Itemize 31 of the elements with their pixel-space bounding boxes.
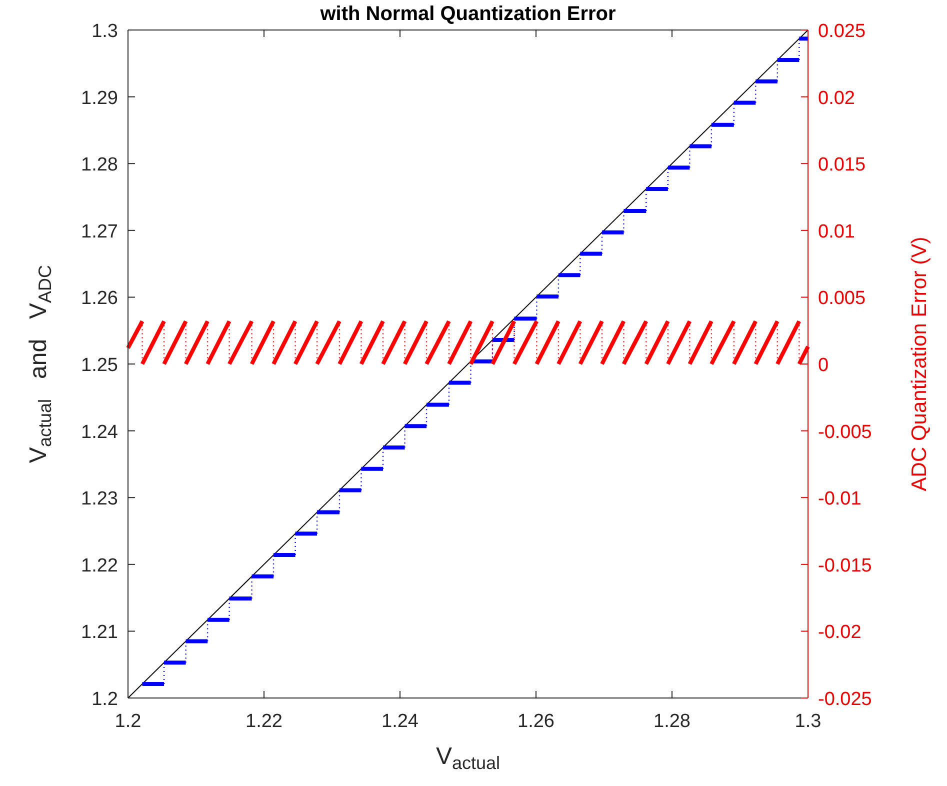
y2-axis-title: ADC Quantization Error (V) <box>908 236 931 492</box>
y-tick-label: 1.23 <box>81 488 118 510</box>
y2-tick-label: 0.015 <box>818 154 866 176</box>
y-tick-label: 1.25 <box>81 355 118 376</box>
y-tick-label: 1.3 <box>92 21 118 42</box>
x-tick-label: 1.28 <box>654 711 690 732</box>
y2-tick-label: -0.015 <box>818 555 872 576</box>
y-tick-label: 1.22 <box>81 555 118 576</box>
y2-tick-label: -0.01 <box>818 488 862 510</box>
chart-title: with Normal Quantization Error <box>319 3 616 25</box>
y2-tick-label: -0.025 <box>818 689 872 710</box>
y2-tick-label: 0.025 <box>818 21 866 42</box>
y-tick-label: 1.27 <box>81 221 118 242</box>
y2-tick-label: 0 <box>818 355 829 376</box>
y-tick-label: 1.24 <box>81 422 118 443</box>
y-tick-label: 1.28 <box>81 154 118 176</box>
x-tick-label: 1.24 <box>382 711 419 732</box>
y2-tick-label: 0.01 <box>818 221 855 242</box>
y2-tick-label: -0.02 <box>818 622 862 644</box>
y-tick-label: 1.29 <box>81 88 118 109</box>
x-tick-label: 1.3 <box>794 711 822 732</box>
y2-tick-label: 0.02 <box>818 88 855 109</box>
x-tick-label: 1.26 <box>518 711 554 732</box>
y-tick-label: 1.26 <box>81 288 118 310</box>
x-tick-label: 1.2 <box>114 711 142 732</box>
x-axis-title: V$_{actual}$ <box>436 743 500 774</box>
y2-tick-label: -0.005 <box>818 422 872 443</box>
y2-tick-label: 0.005 <box>818 288 866 310</box>
x-tick-label: 1.22 <box>246 711 282 732</box>
y-tick-label: 1.21 <box>81 622 118 644</box>
y-tick-label: 1.2 <box>92 689 118 710</box>
